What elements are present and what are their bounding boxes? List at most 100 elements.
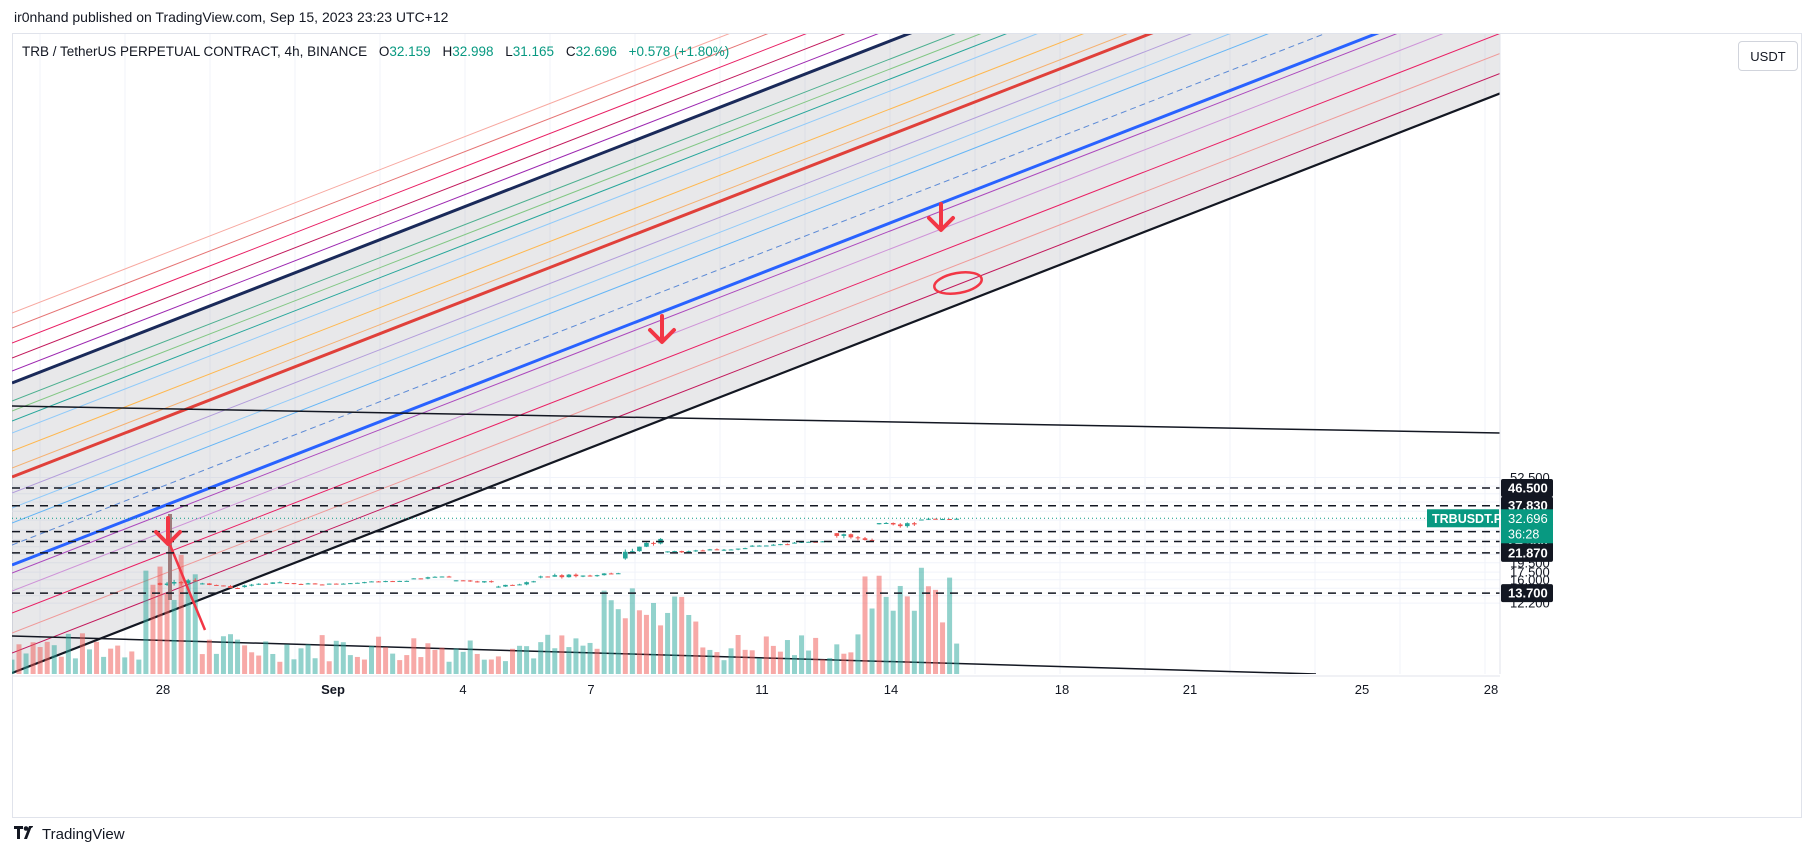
candle-body (608, 573, 614, 575)
volume-bar (573, 638, 579, 674)
long-trendline-1 (12, 405, 1500, 434)
down-arrow-icon (648, 314, 676, 344)
candle-body (686, 551, 692, 553)
volume-bar (510, 648, 515, 674)
volume-bar (601, 590, 607, 674)
volume-bar (460, 651, 466, 674)
volume-bar (192, 574, 198, 674)
candle-body (792, 542, 797, 544)
volume-bars (2, 554, 960, 674)
low-label: L (505, 44, 513, 59)
volume-bar (256, 655, 262, 674)
volume-bar (672, 596, 678, 674)
channel-fill (12, 34, 1500, 673)
candle-body (171, 582, 177, 584)
candle-body (771, 544, 776, 546)
level-tag-label: 46.500 (1508, 480, 1548, 495)
candle-body (623, 551, 628, 559)
tradingview-brand[interactable]: TradingView (14, 824, 125, 843)
candle-body (566, 574, 572, 578)
x-axis: 28 Sep 4 7 11 14 18 21 25 28 (12, 675, 1500, 697)
candle-body (496, 586, 501, 588)
volume-bar (361, 659, 367, 674)
last-price-tag (1501, 509, 1553, 544)
y-tick-label: 17.500 (1510, 565, 1550, 580)
volume-bar (129, 651, 135, 674)
volume-bar (693, 621, 699, 674)
volume-bar (495, 656, 501, 674)
volume-bar (615, 609, 621, 674)
candle-body (439, 576, 445, 578)
currency-button[interactable]: USDT (1738, 41, 1798, 71)
volume-bar (333, 640, 339, 674)
volume-bar (940, 622, 946, 674)
volume-bar (284, 644, 290, 674)
volume-bar (12, 659, 15, 674)
volume-bar (164, 592, 170, 674)
candle-body (157, 583, 163, 585)
fib-line-17 (12, 52, 1500, 634)
volume-bar (23, 653, 29, 674)
volume-bar (390, 653, 396, 674)
candle-body (806, 541, 811, 543)
candle-body (552, 575, 558, 577)
candle-body (376, 581, 381, 583)
volume-bar (425, 643, 431, 674)
volume-bar (841, 653, 847, 674)
volume-bar (220, 636, 226, 674)
fib-line-3 (12, 34, 846, 359)
volume-bar (580, 645, 586, 674)
volume-bar (834, 644, 840, 674)
candle-body (348, 583, 353, 585)
last-price-label: 32.696 (1508, 511, 1548, 526)
symbol-label[interactable]: TRB / TetherUS PERPETUAL CONTRACT, 4h, B… (22, 44, 368, 59)
candle-body (242, 585, 247, 588)
fib-line-2 (12, 34, 807, 344)
volume-bar (150, 584, 156, 674)
volume-bar (171, 599, 177, 674)
volume-bar (517, 645, 523, 674)
level-tag (1501, 478, 1553, 497)
x-tick-label: 11 (755, 682, 769, 697)
x-tick-label: 18 (1055, 682, 1069, 697)
volume-bar (439, 647, 445, 674)
candle-body (926, 518, 931, 520)
candle-body (355, 582, 360, 584)
open-value: 32.159 (389, 44, 431, 59)
candle-body (411, 578, 417, 580)
volume-bar (658, 625, 664, 674)
fib-line-6 (12, 34, 982, 412)
change-value: +0.578 (+1.80%) (628, 44, 730, 59)
candle-body (383, 581, 388, 583)
volume-bar (376, 636, 382, 674)
candle-body (764, 545, 769, 547)
volume-bar (566, 647, 572, 674)
volume-bar (848, 652, 854, 674)
tradingview-logo-icon (14, 824, 36, 843)
volume-bar (636, 610, 642, 674)
volume-bar (2, 649, 7, 674)
volume-bar (954, 643, 960, 674)
volume-bar (178, 554, 184, 674)
candle-body (418, 578, 424, 580)
x-tick-label: Sep (321, 682, 345, 697)
fib-line-8 (12, 34, 1038, 434)
volume-bar (383, 647, 389, 674)
candle-body (813, 541, 818, 543)
volume-bar (347, 655, 353, 674)
candle-body (672, 551, 677, 553)
fib-line-4 (12, 34, 879, 372)
volume-bar (806, 650, 812, 674)
candle-body (221, 585, 226, 587)
volume-bar (305, 644, 311, 674)
fib-line-15 (12, 34, 1444, 592)
candle-body (651, 542, 656, 544)
volume-bar (481, 659, 487, 674)
candle-body (778, 544, 783, 546)
candle-body (510, 584, 515, 586)
volume-bar (16, 644, 22, 674)
candle-body (679, 551, 684, 553)
volume-bar (876, 575, 882, 674)
candle-body (855, 537, 861, 539)
